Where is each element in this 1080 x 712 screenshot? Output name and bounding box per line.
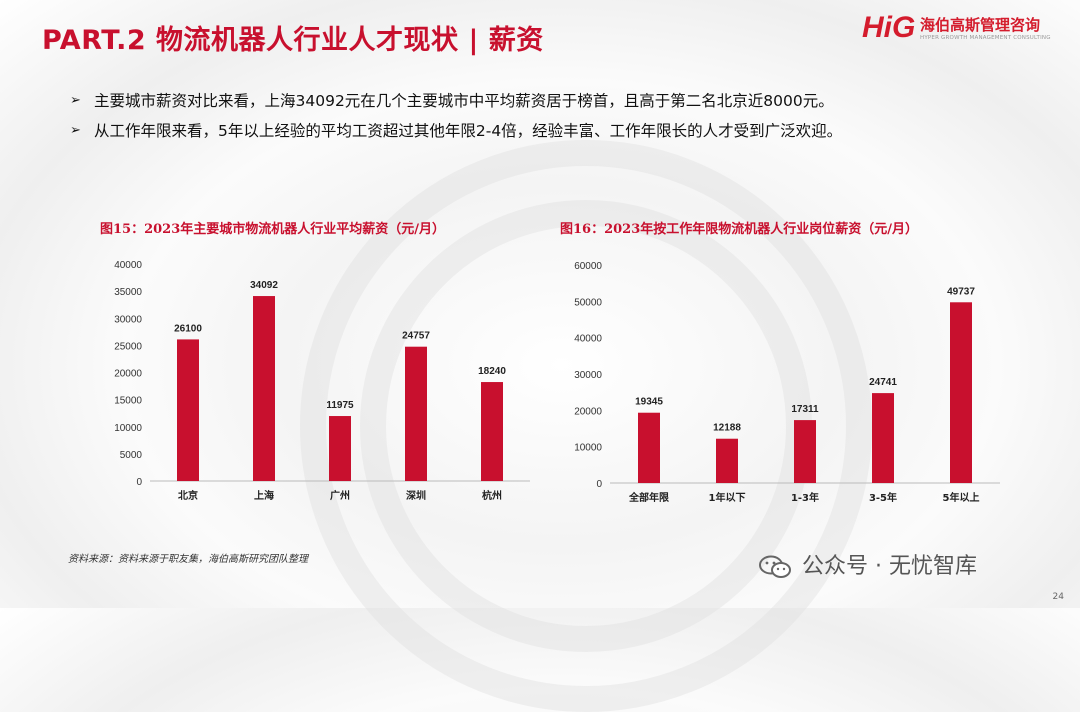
data-label: 24757 [402,331,430,342]
x-tick-label: 5年以上 [943,491,980,504]
data-source-note: 资料来源：资料来源于职友集，海伯高斯研究团队整理 [68,554,308,565]
y-tick-label: 30000 [114,314,142,325]
x-tick-label: 北京 [178,489,198,502]
y-tick-label: 10000 [114,423,142,434]
bar [794,420,816,483]
watermark: 公众号 · 无忧智库 [758,548,977,580]
data-label: 34092 [250,280,278,291]
x-tick-label: 1年以下 [709,491,746,504]
data-label: 49737 [947,286,975,297]
bullet-text: 从工作年限来看，5年以上经验的平均工资超过其他年限2-4倍，经验丰富、工作年限长… [94,122,843,140]
y-tick-label: 35000 [114,287,142,298]
bar [481,382,503,481]
city-salary-bar-chart: 0 5000 10000 15000 20000 25000 30000 35000 40000… [114,260,530,502]
wechat-icon [759,555,791,578]
data-label: 17311 [791,404,819,415]
watermark-text: 公众号 · 无忧智库 [802,554,977,579]
y-tick-label: 30000 [574,370,602,381]
company-logo: HiG 海伯高斯管理咨询 HYPER GROWTH MANAGEMENT CON… [862,12,1062,46]
y-tick-label: 60000 [574,261,602,272]
logo-english-name: HYPER GROWTH MANAGEMENT CONSULTING [920,35,1051,41]
chart-title-city-salary: 图15：2023年主要城市物流机器人行业平均薪资（元/月） [100,222,446,237]
y-tick-label: 0 [596,479,602,490]
summary-bullets: ➢ 主要城市薪资对比来看，上海34092元在几个主要城市中平均薪资居于榜首，且高… [70,86,842,146]
y-tick-label: 25000 [114,341,142,352]
experience-salary-bar-chart: 0 10000 20000 30000 40000 50000 60000 19345 全部年限… [574,261,1000,504]
page-title: PART.2 物流机器人行业人才现状 | 薪资 [42,25,544,56]
y-tick-label: 40000 [114,260,142,271]
data-label: 11975 [326,400,354,411]
arrow-bullet-icon: ➢ [70,123,81,138]
bar [950,302,972,483]
chart-title-experience-salary: 图16：2023年按工作年限物流机器人行业岗位薪资（元/月） [560,222,919,237]
bar [405,346,427,481]
y-tick-label: 15000 [114,396,142,407]
x-tick-label: 全部年限 [628,491,670,504]
x-tick-label: 1-3年 [791,491,819,504]
data-label: 19345 [635,397,663,408]
data-label: 18240 [478,366,506,377]
logo-mark: HiG [862,11,916,44]
data-label: 12188 [713,423,741,434]
bar [638,412,660,483]
arrow-bullet-icon: ➢ [70,93,81,108]
bullet-item: ➢ 主要城市薪资对比来看，上海34092元在几个主要城市中平均薪资居于榜首，且高… [70,86,842,116]
bar [872,393,894,483]
bar [716,438,738,483]
y-tick-label: 20000 [574,406,602,417]
x-tick-label: 3-5年 [869,491,897,504]
x-tick-label: 深圳 [406,489,426,502]
y-tick-label: 20000 [114,369,142,380]
data-label: 26100 [174,323,202,334]
bar [253,296,275,481]
y-tick-label: 50000 [574,297,602,308]
bar [329,416,351,481]
y-tick-label: 40000 [574,334,602,345]
bar [177,339,199,481]
y-tick-label: 0 [136,477,142,488]
logo-chinese-name: 海伯高斯管理咨询 [920,16,1041,34]
y-tick-label: 5000 [120,450,143,461]
x-tick-label: 杭州 [482,489,502,502]
bullet-text: 主要城市薪资对比来看，上海34092元在几个主要城市中平均薪资居于榜首，且高于第… [94,92,834,110]
page-number: 24 [1052,592,1064,602]
x-tick-label: 广州 [330,489,350,502]
data-label: 24741 [869,377,897,388]
y-tick-label: 10000 [574,443,602,454]
x-tick-label: 上海 [254,489,274,502]
bullet-item: ➢ 从工作年限来看，5年以上经验的平均工资超过其他年限2-4倍，经验丰富、工作年… [70,116,842,146]
